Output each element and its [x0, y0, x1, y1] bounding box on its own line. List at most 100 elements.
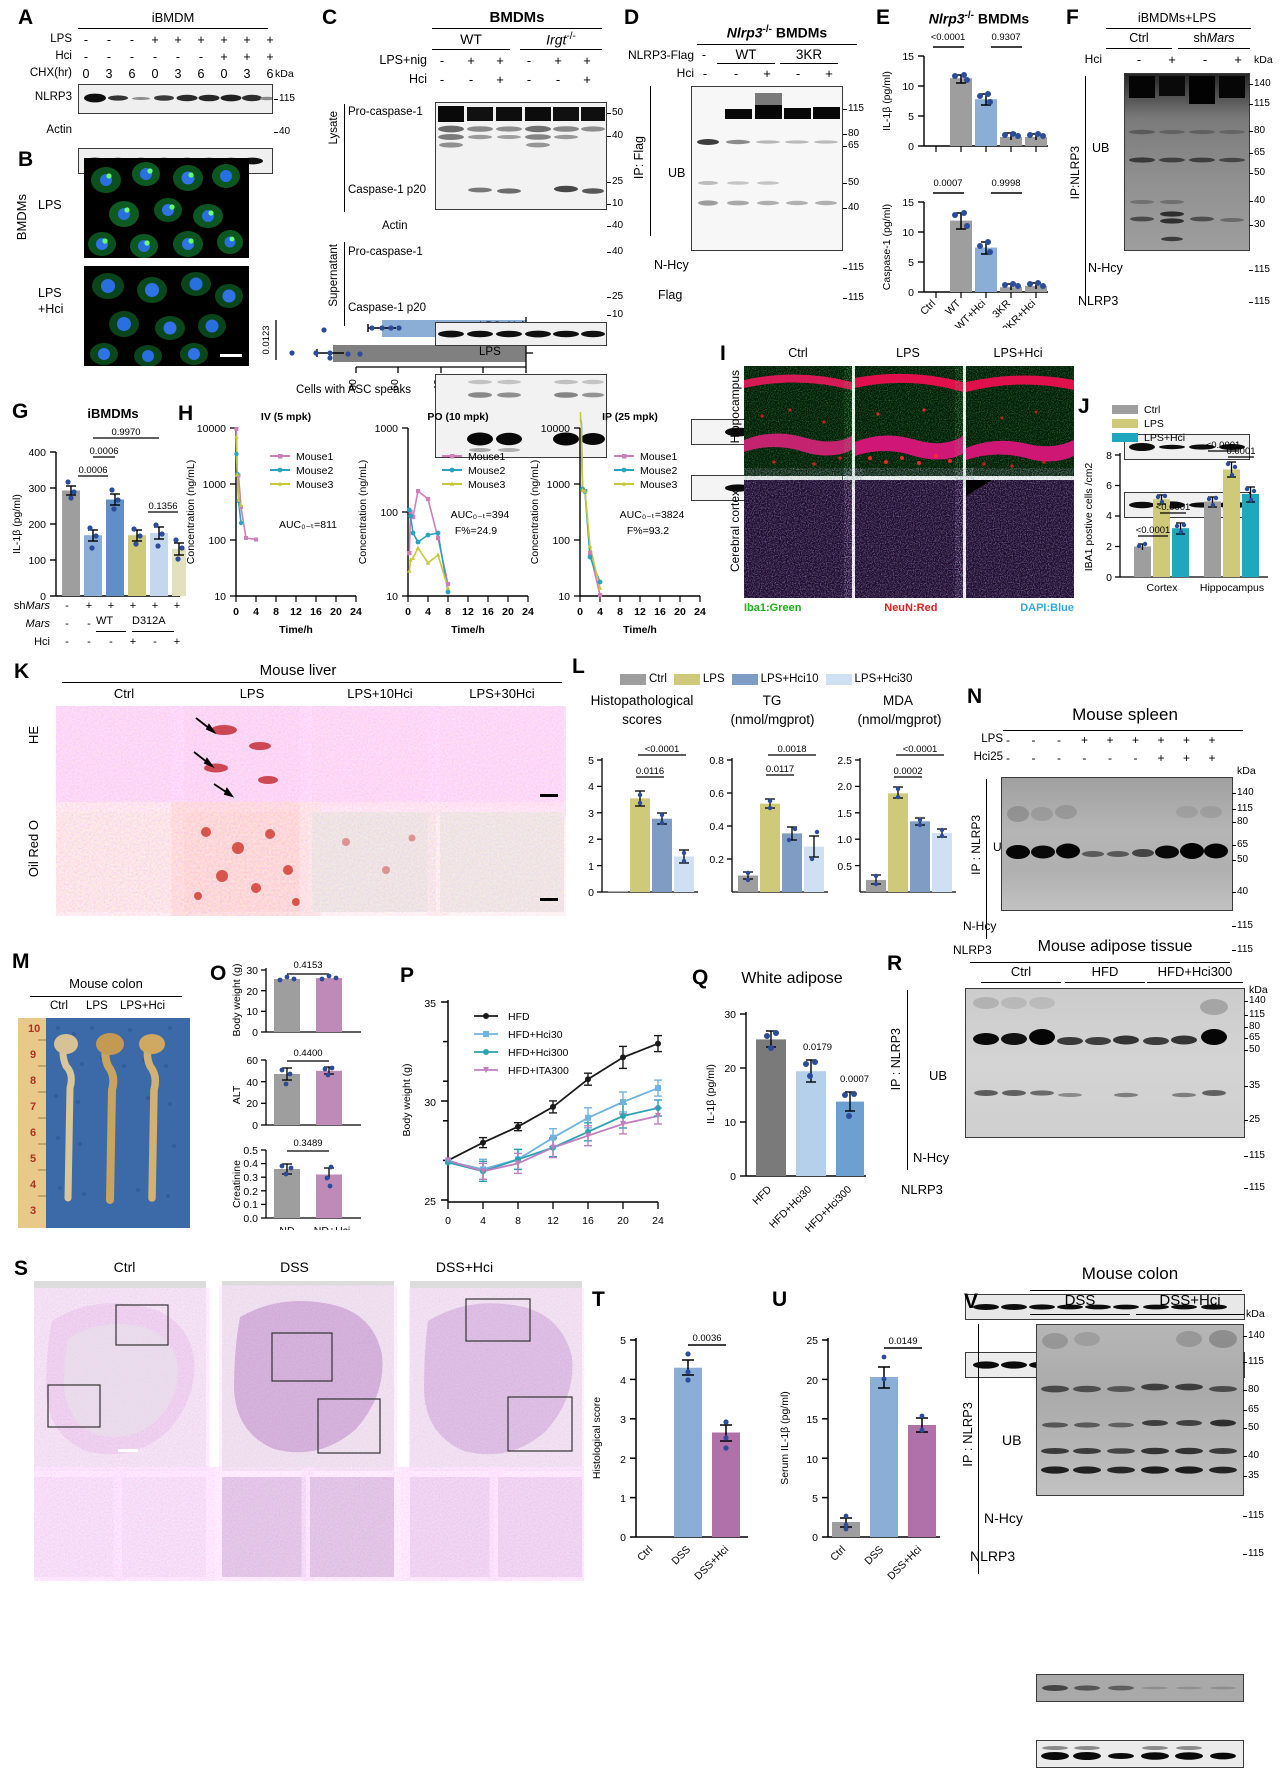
panel-r-blot-nhcy: [965, 1294, 1245, 1320]
svg-text:0.2: 0.2: [243, 1186, 258, 1198]
panel-m-letter: M: [12, 950, 30, 973]
panel-n-nhcy-label: N-Hcy: [963, 919, 997, 933]
panel-k-letter: K: [14, 660, 30, 683]
panel-b-bar-label-1: LPS: [479, 346, 501, 358]
panel-g-wt-underline: [96, 631, 126, 632]
svg-text:0.0001: 0.0001: [1226, 446, 1255, 457]
panel-c-marker-l-50: 50: [606, 107, 624, 118]
svg-text:25: 25: [424, 1196, 436, 1208]
panel-d-marker-40: 40: [842, 202, 860, 213]
svg-text:1000: 1000: [547, 479, 571, 491]
svg-text:<0.0001: <0.0001: [1136, 525, 1171, 536]
panel-f-group-shmars: shMars: [1178, 31, 1250, 45]
svg-text:1.0: 1.0: [837, 834, 852, 846]
pn-grid-r0-c6: +: [1157, 733, 1165, 747]
pg-grid-r0-c1: +: [85, 600, 93, 612]
panel-d-flag-label: Flag: [658, 288, 683, 302]
panel-g-title: iBMDMs: [87, 406, 139, 421]
pa-grid-r2-c3: 0: [151, 67, 159, 81]
pn-grid-r0-c1: -: [1031, 733, 1036, 747]
panel-p: P 35 30 25 Body weight (g) 0 4 8 12 16 2…: [386, 950, 686, 1250]
svg-text:10: 10: [902, 227, 914, 239]
panel-d-group-rule-0: [717, 63, 775, 64]
svg-text:100: 100: [380, 507, 398, 519]
pg-grid-r2-c3: +: [129, 636, 137, 648]
svg-text:Mouse2: Mouse2: [296, 465, 334, 477]
panel-a-letter: A: [18, 6, 34, 29]
panel-l-charts-svg: 5 4 3 2 1 0 <0.0001 0.0116: [588, 744, 956, 899]
pn-grid-r1-c8: +: [1208, 751, 1216, 765]
panel-f-group-prefix: sh: [1193, 31, 1207, 45]
svg-text:0.6: 0.6: [709, 788, 724, 800]
svg-text:80: 80: [347, 379, 359, 391]
panel-r-marker-80: 80: [1243, 1021, 1261, 1032]
pd-grid-r0-c1: -: [733, 66, 739, 81]
panel-f-nlrp3-label: NLRP3: [1078, 294, 1119, 308]
panel-f-blot-nhcy: [1124, 434, 1250, 460]
panel-e-title-sup: -/-: [964, 10, 974, 21]
svg-text:8: 8: [30, 1075, 36, 1087]
panel-f-ub-label: UB: [1092, 141, 1110, 155]
panel-l-title-1-line2: (nmol/mgprot): [730, 712, 815, 727]
panel-a-blot-label-nlrp3: NLRP3: [34, 91, 72, 103]
panel-l-legend-swatch-3: [825, 673, 852, 685]
svg-text:16: 16: [310, 606, 322, 618]
panel-n-letter: N: [967, 685, 983, 708]
panel-f-marker-80: 80: [1248, 125, 1266, 136]
panel-a-title: iBMDM: [151, 10, 195, 25]
panel-g-wt-text: WT: [96, 615, 114, 627]
panel-r: R Mouse adipose tissue Ctrl HFD HFD+Hci3…: [885, 938, 1280, 1378]
panel-u-chart-svg: 25 20 15 10 5 0 Serum IL-1β (pg/ml) 0.01…: [779, 1335, 940, 1582]
svg-text:30: 30: [724, 1009, 736, 1021]
svg-text:<0.0001: <0.0001: [931, 32, 966, 43]
panel-f-marker-115: 115: [1249, 98, 1270, 109]
panel-i-legend-iba1: Iba1:Green: [744, 602, 802, 614]
panel-n-marker-40: 40: [1231, 886, 1249, 897]
panel-v-marker-nlrp3-115: 115: [1243, 1548, 1264, 1559]
panel-v-marker-140: 140: [1243, 1330, 1265, 1341]
svg-text:Mouse2: Mouse2: [468, 465, 506, 477]
svg-text:ALT: ALT: [231, 1085, 243, 1104]
svg-text:5: 5: [908, 257, 914, 269]
svg-text:8: 8: [515, 1215, 521, 1227]
panel-j: J Ctrl LPS LPS+Hci 8 6 4 2 0 IBA1 postiv…: [1078, 395, 1278, 645]
svg-text:12: 12: [634, 606, 646, 618]
panel-r-group-rule-2: [1147, 982, 1243, 983]
svg-text:0.4153: 0.4153: [293, 960, 322, 971]
panel-d-marker-115: 115: [843, 103, 864, 114]
svg-text:IV (5 mpk): IV (5 mpk): [261, 411, 311, 423]
panel-v-kda: kDa: [1246, 1308, 1265, 1320]
panel-a-row-label-2: CHX(hr): [29, 67, 72, 79]
svg-text:100: 100: [208, 535, 226, 547]
svg-text:LPS+Hci: LPS+Hci: [1144, 432, 1185, 444]
svg-text:0: 0: [405, 606, 411, 618]
panel-c: C BMDMs WT Irgt-/- LPS+nig Hci - + + - + + - - +…: [322, 6, 624, 458]
svg-text:Histological score: Histological score: [591, 1397, 603, 1479]
svg-text:2: 2: [588, 834, 594, 846]
panel-d-marker-50: 50: [842, 177, 860, 188]
panel-u: U 25 20 15 10 5 0 Serum IL-1β (pg/ml): [766, 1262, 951, 1600]
pd-grid-r0-c4: +: [825, 66, 833, 81]
svg-text:HFD: HFD: [750, 1183, 774, 1207]
svg-text:Creatinine: Creatinine: [231, 1160, 243, 1208]
panel-r-marker-35: 35: [1243, 1080, 1261, 1091]
svg-text:0.0117: 0.0117: [766, 764, 794, 775]
panel-r-group-rule-1: [1065, 982, 1145, 983]
panel-f-kda: kDa: [1254, 54, 1273, 66]
svg-text:0.0: 0.0: [243, 1213, 258, 1225]
pa-grid-r2-c6: 0: [220, 67, 228, 81]
pa-grid-r2-c5: 6: [197, 67, 205, 81]
panel-g: G iBMDMs 400 300 200 100 0 IL-1β (pg/ml): [8, 400, 193, 655]
svg-text:0.0036: 0.0036: [692, 1333, 721, 1344]
pn-grid-r1-c3: -: [1082, 751, 1087, 765]
svg-text:HFD: HFD: [508, 1011, 530, 1023]
panel-f-blot-ub: [1124, 73, 1250, 251]
pc-grid-r0-c1: +: [467, 53, 475, 68]
pg-grid-r0-c0: -: [65, 600, 69, 612]
panel-n-title: Mouse spleen: [1072, 705, 1178, 724]
svg-text:Ctrl: Ctrl: [918, 298, 938, 318]
panel-n-row-label-1: Hci25: [973, 751, 1003, 763]
pa-grid-r1-c0: -: [83, 50, 89, 64]
panel-c-lysate-bracket: [344, 104, 346, 212]
svg-text:0.9307: 0.9307: [991, 32, 1020, 43]
